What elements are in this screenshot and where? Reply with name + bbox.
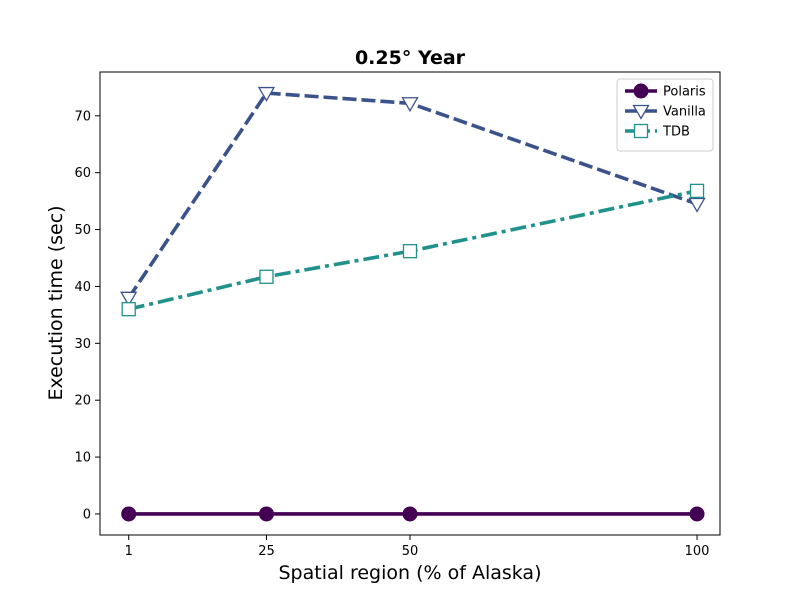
data-point-polaris bbox=[689, 506, 705, 522]
x-tick-label: 25 bbox=[258, 544, 275, 559]
data-point-tdb bbox=[121, 302, 136, 317]
y-tick-label: 60 bbox=[74, 166, 91, 181]
x-axis-label: Spatial region (% of Alaska) bbox=[279, 562, 542, 584]
data-point-polaris bbox=[121, 506, 137, 522]
chart-title: 0.25° Year bbox=[355, 47, 466, 69]
y-axis-label: Execution time (sec) bbox=[45, 205, 67, 400]
legend: Polaris Vanilla TDB bbox=[616, 78, 714, 152]
y-tick-label: 70 bbox=[74, 109, 91, 124]
data-point-tdb bbox=[259, 269, 274, 284]
x-axis: 1 25 50 100 bbox=[125, 535, 710, 559]
y-tick-label: 40 bbox=[74, 280, 91, 295]
legend-label-tdb: TDB bbox=[662, 125, 690, 140]
legend-marker-vanilla bbox=[632, 104, 650, 120]
y-tick-label: 0 bbox=[83, 507, 91, 522]
y-tick-label: 20 bbox=[74, 394, 91, 409]
x-tick-label: 1 bbox=[125, 544, 133, 559]
data-point-polaris bbox=[402, 506, 418, 522]
series-layer bbox=[120, 86, 706, 522]
data-point-tdb bbox=[402, 244, 418, 259]
data-point-polaris bbox=[258, 506, 274, 522]
x-tick-label: 100 bbox=[685, 544, 710, 559]
y-tick-label: 50 bbox=[74, 223, 91, 238]
legend-marker-tdb bbox=[633, 123, 649, 139]
legend-label-polaris: Polaris bbox=[663, 85, 706, 100]
data-point-vanilla bbox=[401, 97, 419, 113]
y-axis: 0 10 20 30 40 50 60 70 bbox=[74, 109, 100, 522]
data-point-vanilla bbox=[120, 291, 138, 307]
x-tick-label: 50 bbox=[402, 544, 419, 559]
legend-marker-polaris bbox=[633, 83, 649, 99]
y-tick-label: 30 bbox=[74, 337, 91, 352]
legend-label-vanilla: Vanilla bbox=[663, 105, 706, 120]
series-line-tdb bbox=[128, 189, 698, 311]
data-point-vanilla bbox=[688, 197, 706, 213]
y-tick-label: 10 bbox=[74, 451, 91, 466]
data-point-tdb bbox=[689, 183, 705, 199]
data-point-vanilla bbox=[257, 86, 276, 102]
series-line-vanilla bbox=[127, 91, 698, 299]
